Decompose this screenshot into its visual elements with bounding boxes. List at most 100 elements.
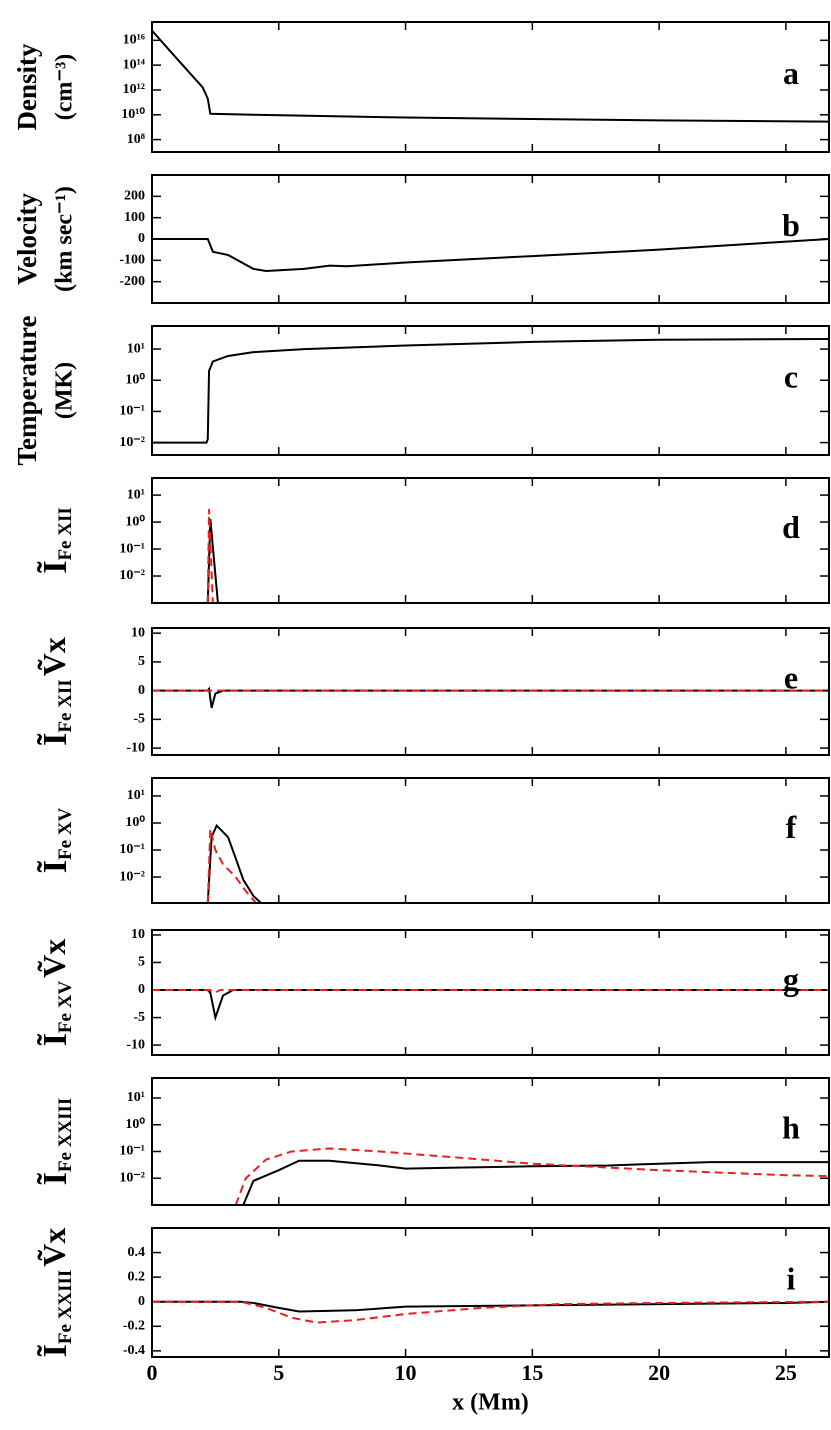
y-axis-label: ĨFe XXIII Ṽx bbox=[36, 1228, 76, 1358]
plot-frame bbox=[151, 777, 830, 904]
x-tick-label: 10 bbox=[395, 1360, 417, 1385]
x-tick-label: 5 bbox=[273, 1360, 284, 1385]
y-tick-label: 10⁰ bbox=[125, 372, 145, 387]
data-line bbox=[152, 30, 829, 123]
panel-label: a bbox=[783, 55, 799, 91]
data-line bbox=[206, 823, 262, 903]
y-tick-label: -0.4 bbox=[123, 1343, 145, 1358]
y-tick-label: 0 bbox=[138, 982, 145, 997]
data-line bbox=[152, 1300, 829, 1313]
y-label-subscript: Fe XV bbox=[55, 981, 76, 1034]
data-line bbox=[152, 238, 829, 273]
y-axis-label: (MK) bbox=[52, 362, 78, 419]
x-tick-label: 20 bbox=[648, 1360, 670, 1385]
panel-label: c bbox=[784, 359, 798, 395]
panel-label: f bbox=[786, 809, 797, 845]
y-tick-label: 10⁻² bbox=[119, 568, 145, 583]
y-tick-label: 0 bbox=[138, 231, 145, 246]
y-label-symbol: Ĩ bbox=[37, 561, 74, 574]
y-tick-label: 10¹⁴ bbox=[123, 57, 146, 72]
y-axis-label: ĨFe XV bbox=[37, 807, 77, 873]
y-axis-label: ĨFe XV Ṽx bbox=[36, 939, 76, 1047]
y-tick-label: 10⁰ bbox=[125, 1117, 145, 1132]
y-tick-label: 10¹⁰ bbox=[121, 107, 145, 122]
y-label-symbol: Ĩ bbox=[37, 860, 74, 873]
y-axis-label: (km sec⁻¹) bbox=[52, 186, 78, 292]
y-tick-label: 10⁻¹ bbox=[119, 541, 145, 556]
x-tick-label: 15 bbox=[521, 1360, 543, 1385]
y-label-tail: Ṽx bbox=[36, 1228, 72, 1267]
y-axis-label: ĨFe XII bbox=[37, 507, 77, 574]
y-axis-label: ĨFe XII Ṽx bbox=[36, 637, 76, 746]
y-tick-label: 10¹ bbox=[127, 1090, 145, 1105]
plot-frame bbox=[151, 1227, 830, 1358]
data-line bbox=[152, 989, 829, 1022]
y-label-subscript: Fe XV bbox=[55, 807, 76, 860]
y-label-subscript: Fe XXIII bbox=[55, 1098, 76, 1172]
y-tick-label: 10⁸ bbox=[127, 132, 145, 147]
y-tick-label: 200 bbox=[124, 189, 145, 204]
y-label-symbol: Ĩ bbox=[37, 1033, 74, 1046]
y-tick-label: 10⁻¹ bbox=[119, 842, 145, 857]
panel-label: d bbox=[782, 509, 800, 545]
y-axis-label: Density bbox=[12, 43, 42, 130]
y-tick-label: -100 bbox=[119, 253, 145, 268]
panel-label: g bbox=[783, 961, 799, 997]
y-tick-label: 10¹² bbox=[123, 82, 145, 97]
y-tick-label: 0.2 bbox=[128, 1269, 146, 1284]
data-line bbox=[152, 1300, 829, 1324]
y-tick-label: -5 bbox=[133, 1010, 145, 1025]
y-tick-label: 10¹ bbox=[127, 487, 145, 502]
y-label-tail: Ṽx bbox=[36, 939, 72, 978]
y-axis-label: (cm⁻³) bbox=[52, 54, 78, 121]
y-tick-label: 10⁻¹ bbox=[119, 1144, 145, 1159]
x-axis-label: x (Mm) bbox=[452, 1390, 529, 1416]
data-line bbox=[152, 686, 829, 709]
y-tick-label: 10⁻² bbox=[119, 869, 145, 884]
y-tick-label: 10 bbox=[131, 927, 145, 942]
plot-frame bbox=[151, 477, 830, 604]
y-tick-label: -0.2 bbox=[123, 1319, 145, 1334]
y-tick-label: 10¹ bbox=[127, 788, 145, 803]
y-tick-label: 10⁰ bbox=[125, 514, 145, 529]
data-line bbox=[234, 1147, 829, 1205]
x-tick-label: 0 bbox=[147, 1360, 158, 1385]
y-label-symbol: Ĩ bbox=[37, 1172, 74, 1185]
y-label-symbol: Ĩ bbox=[37, 733, 74, 746]
y-tick-label: 0 bbox=[138, 1294, 145, 1309]
panel-label: e bbox=[784, 660, 798, 696]
y-tick-label: 5 bbox=[138, 955, 145, 970]
y-label-subscript: Fe XII bbox=[55, 507, 76, 560]
y-label-subscript: Fe XII bbox=[55, 679, 76, 732]
y-tick-label: 10⁰ bbox=[125, 815, 145, 830]
plot-frame bbox=[151, 929, 830, 1056]
y-tick-label: -10 bbox=[126, 1037, 145, 1052]
plot-frame bbox=[151, 1077, 830, 1206]
panel-label: b bbox=[782, 207, 800, 243]
y-tick-label: -5 bbox=[133, 712, 145, 727]
y-label-symbol: Ĩ bbox=[37, 1344, 74, 1357]
y-tick-label: 10⁻¹ bbox=[119, 404, 145, 419]
plot-frame bbox=[151, 627, 830, 756]
data-line bbox=[206, 828, 257, 903]
y-tick-label: 5 bbox=[138, 654, 145, 669]
x-tick-label: 25 bbox=[775, 1360, 797, 1385]
y-tick-label: 0.4 bbox=[128, 1245, 146, 1260]
y-label-tail: Ṽx bbox=[36, 637, 72, 676]
y-tick-label: -200 bbox=[119, 274, 145, 289]
y-axis-label: ĨFe XXIII bbox=[37, 1098, 77, 1186]
y-tick-label: 10⁻² bbox=[119, 1170, 145, 1185]
plot-frame bbox=[151, 325, 830, 456]
plot-frame bbox=[151, 21, 830, 153]
y-tick-label: 10⁻² bbox=[119, 435, 145, 450]
y-tick-label: 10¹ bbox=[127, 341, 145, 356]
panel-label: h bbox=[782, 1110, 800, 1146]
y-tick-label: 0 bbox=[138, 683, 145, 698]
y-tick-label: 10 bbox=[131, 625, 145, 640]
y-tick-label: -10 bbox=[126, 740, 145, 755]
data-line bbox=[206, 509, 214, 603]
y-label-subscript: Fe XXIII bbox=[55, 1270, 76, 1344]
data-line bbox=[152, 338, 829, 444]
plot-frame bbox=[151, 174, 830, 304]
